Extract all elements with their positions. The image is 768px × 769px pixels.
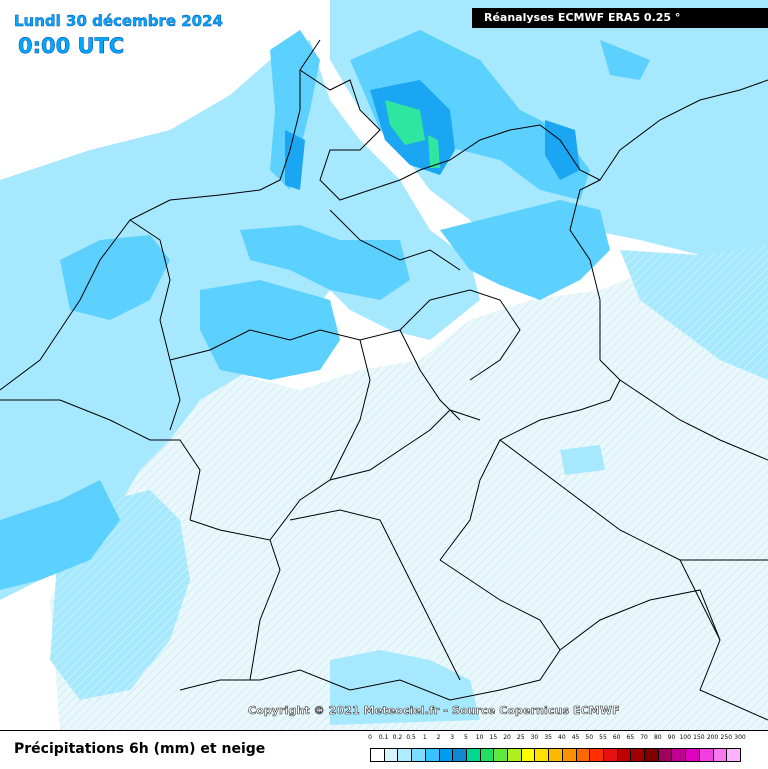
internal-lander-5 <box>289 509 461 681</box>
legend-swatch <box>589 748 604 762</box>
legend-label: 60 <box>612 734 621 741</box>
legend-label: 50 <box>585 734 594 741</box>
legend-label: 150 <box>693 734 705 741</box>
legend-swatch <box>507 748 522 762</box>
legend-swatch <box>383 748 399 762</box>
legend-swatch <box>671 748 687 762</box>
border-poland-czech <box>619 379 768 461</box>
legend-swatch <box>712 748 728 762</box>
legend-label: 250 <box>720 734 733 741</box>
internal-lander-4 <box>399 329 461 421</box>
snow-area <box>50 240 768 730</box>
legend-label: 200 <box>706 734 719 741</box>
border-poland <box>569 179 601 360</box>
precip-moderate-ne-sweden <box>600 40 650 80</box>
precip-moderate-mecklenburg <box>440 200 610 300</box>
internal-lander-3 <box>329 339 371 481</box>
legend-label: 70 <box>640 734 648 741</box>
legend-footer: Précipitations 6h (mm) et neige 0 0.1 0.2 0… <box>0 730 768 769</box>
legend-label: 25 <box>516 734 525 741</box>
legend-title: Précipitations 6h (mm) et neige <box>14 741 266 757</box>
legend-swatch <box>644 748 659 762</box>
legend-label: 35 <box>544 734 552 741</box>
legend-swatch <box>575 748 591 762</box>
legend-swatch <box>493 748 509 762</box>
precip-very-heavy-coast <box>428 135 440 168</box>
legend-swatch <box>438 748 454 762</box>
legend-label: 0.5 <box>406 734 416 741</box>
legend-label: 3 <box>450 734 455 741</box>
legend-swatch <box>534 748 550 762</box>
legend-label: 5 <box>464 734 468 741</box>
coastline-baltic <box>449 79 768 181</box>
internal-lander-6 <box>429 289 521 381</box>
border-france <box>189 519 281 681</box>
legend-swatch <box>397 748 413 762</box>
legend-label: 30 <box>530 734 539 741</box>
legend-swatch <box>657 748 673 762</box>
legend-label: 1 <box>422 734 427 741</box>
precip-moderate-netherlands <box>60 235 170 320</box>
legend-label: 45 <box>571 734 580 741</box>
border-netherlands <box>129 219 181 431</box>
map-time: 0:00 UTC <box>18 34 124 58</box>
source-label: Réanalyses ECMWF ERA5 0.25 ° <box>472 8 768 28</box>
legend-label: 100 <box>679 734 691 741</box>
legend-swatch <box>685 748 700 762</box>
coastline-north-sea <box>0 39 321 391</box>
precip-moderate-baltic <box>350 30 590 200</box>
legend-swatch <box>630 748 646 762</box>
internal-lander-1 <box>169 299 431 361</box>
legend-label: 90 <box>667 734 676 741</box>
legend-label: 40 <box>558 734 566 741</box>
legend-label: 10 <box>475 734 484 741</box>
border-belgium <box>0 399 201 521</box>
precip-area-east <box>620 245 768 380</box>
precip-area-south <box>330 650 480 725</box>
precip-area-czech <box>560 445 605 475</box>
legend-swatch <box>411 748 426 762</box>
legend-label: 0 <box>368 734 372 741</box>
legend-swatch <box>602 748 618 762</box>
legend-label: 15 <box>489 734 498 741</box>
border-austria <box>349 559 561 701</box>
precip-moderate-southwest <box>0 480 120 590</box>
legend-label: 65 <box>626 734 635 741</box>
legend-swatch <box>548 748 563 762</box>
legend-swatch <box>726 748 741 762</box>
legend-swatch <box>561 748 577 762</box>
legend-label: 2 <box>436 734 441 741</box>
legend-swatch <box>424 748 440 762</box>
legend-swatch <box>452 748 467 762</box>
border-austria-hungary <box>559 589 721 651</box>
legend-label: 0.2 <box>392 734 403 741</box>
precip-moderate-denmark <box>270 30 320 190</box>
map-borders <box>0 39 768 721</box>
legend-label: 0.1 <box>378 734 389 741</box>
precip-moderate-ruhr <box>200 280 340 380</box>
precip-heavy-denmark <box>285 130 305 190</box>
copyright-notice: Copyright © 2021 Meteociel.fr - Source C… <box>248 704 620 718</box>
color-legend: 0 0.1 0.2 0.5 1 2 3 5 10 15 20 25 30 35 40 45 50 55 60 65 70… <box>368 734 754 766</box>
legend-swatch <box>479 748 495 762</box>
legend-swatch <box>370 748 385 762</box>
internal-lander-2 <box>269 409 481 541</box>
map-date: Lundi 30 décembre 2024 <box>14 12 223 30</box>
internal-lander-7 <box>329 209 461 271</box>
legend-swatch <box>520 748 536 762</box>
legend-swatch <box>616 748 632 762</box>
legend-swatch <box>465 748 481 762</box>
precip-very-heavy-fehmarn <box>385 100 425 145</box>
legend-swatch <box>698 748 714 762</box>
border-czech <box>439 359 621 561</box>
border-switzerland <box>179 669 351 691</box>
border-czech-south <box>499 439 768 561</box>
legend-label: 20 <box>503 734 511 741</box>
coastline-jutland <box>299 69 451 201</box>
legend-label: 300 <box>734 734 746 741</box>
legend-label: 80 <box>653 734 662 741</box>
legend-label: 55 <box>599 734 607 741</box>
precipitation-map: Lundi 30 décembre 2024 0:00 UTC <box>0 0 768 730</box>
